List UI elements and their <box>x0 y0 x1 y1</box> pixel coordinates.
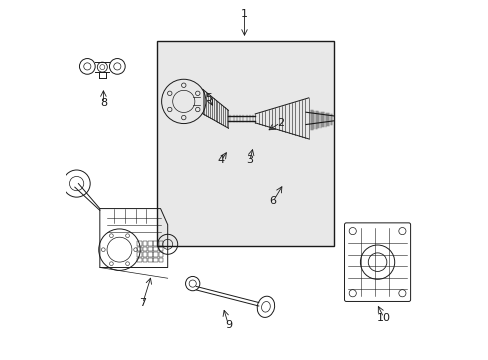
Bar <box>137 257 142 262</box>
Bar <box>159 257 163 262</box>
Bar <box>153 257 158 262</box>
Bar <box>148 247 152 251</box>
Bar <box>159 252 163 257</box>
Text: 1: 1 <box>241 9 247 19</box>
Text: 10: 10 <box>376 312 390 323</box>
Text: 5: 5 <box>205 93 212 103</box>
Bar <box>142 247 147 251</box>
Bar <box>148 257 152 262</box>
Bar <box>159 242 163 246</box>
Bar <box>153 242 158 246</box>
Bar <box>137 247 142 251</box>
Bar <box>142 252 147 257</box>
Bar <box>142 242 147 246</box>
Bar <box>142 257 147 262</box>
Text: 7: 7 <box>139 298 146 308</box>
Bar <box>148 242 152 246</box>
Bar <box>148 252 152 257</box>
Text: 8: 8 <box>100 98 107 108</box>
Text: 2: 2 <box>276 118 283 128</box>
Text: 4: 4 <box>217 156 224 165</box>
Text: 3: 3 <box>246 156 253 165</box>
Text: 6: 6 <box>269 197 276 206</box>
Bar <box>157 41 333 246</box>
Bar <box>137 252 142 257</box>
Bar <box>153 252 158 257</box>
Bar <box>159 247 163 251</box>
Bar <box>137 242 142 246</box>
Bar <box>153 247 158 251</box>
Text: 9: 9 <box>224 320 231 330</box>
